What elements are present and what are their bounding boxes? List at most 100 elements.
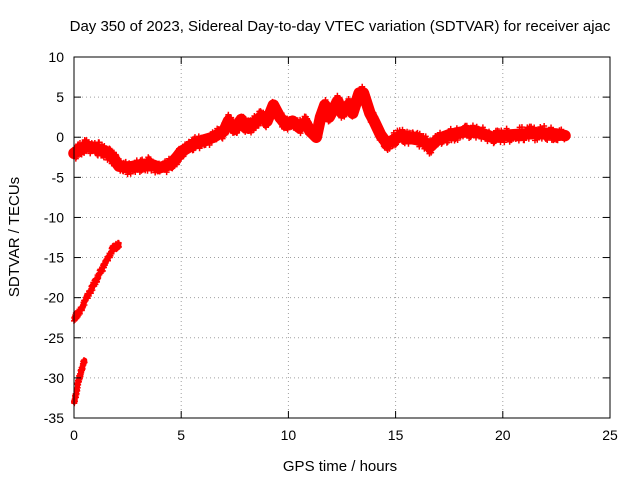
plot-frame <box>73 56 611 419</box>
data-point <box>219 135 226 142</box>
data-point <box>422 133 429 140</box>
data-point <box>484 138 491 145</box>
data-point <box>522 132 529 139</box>
data-point <box>390 129 397 136</box>
data-point <box>525 135 532 142</box>
data-point <box>341 113 348 120</box>
data-point <box>540 127 547 134</box>
series-ramp-high <box>71 239 122 324</box>
data-point <box>509 134 516 141</box>
data-point <box>122 158 129 165</box>
data-point <box>126 161 133 168</box>
data-point <box>399 126 406 133</box>
data-point <box>139 156 146 163</box>
data-point <box>460 127 467 134</box>
x-tick-label: 5 <box>177 427 185 443</box>
data-point <box>405 140 412 147</box>
data-point <box>437 129 444 136</box>
data-point <box>175 158 182 165</box>
x-tick-label: 0 <box>70 427 78 443</box>
data-point <box>561 136 568 143</box>
data-series <box>68 83 571 407</box>
data-point <box>218 134 225 141</box>
data-point <box>316 126 323 133</box>
data-point <box>548 124 555 131</box>
data-point <box>541 123 548 130</box>
data-point <box>443 135 450 142</box>
y-tick-label: -30 <box>44 370 64 386</box>
data-point <box>347 104 354 111</box>
data-point <box>534 136 541 143</box>
data-point <box>142 163 149 170</box>
data-point <box>350 112 357 119</box>
data-point <box>504 127 511 134</box>
data-point <box>208 138 215 145</box>
data-point <box>490 140 497 147</box>
data-point <box>431 142 438 149</box>
data-point <box>222 131 229 138</box>
data-point <box>518 124 525 131</box>
data-point <box>531 124 538 131</box>
data-point <box>464 124 471 131</box>
data-point <box>197 139 204 146</box>
data-point <box>469 127 476 134</box>
y-tick-label: -20 <box>44 290 64 306</box>
data-point <box>352 107 359 114</box>
data-point <box>519 129 526 136</box>
chart-title: Day 350 of 2023, Sidereal Day-to-day VTE… <box>70 18 611 35</box>
data-point <box>447 125 454 132</box>
data-point <box>185 138 192 145</box>
data-point <box>319 115 326 122</box>
data-point <box>489 132 496 139</box>
data-point <box>469 122 476 129</box>
data-point <box>322 97 329 104</box>
data-point <box>267 113 274 120</box>
data-point <box>502 134 509 141</box>
data-point <box>225 111 232 118</box>
grid-lines <box>74 57 610 418</box>
data-point <box>254 116 261 123</box>
data-point <box>521 137 528 144</box>
data-point <box>309 124 316 130</box>
data-point <box>426 137 433 144</box>
data-point <box>416 143 423 150</box>
data-point <box>336 95 343 102</box>
data-point <box>280 125 287 132</box>
y-tick-label: -10 <box>44 209 64 225</box>
data-point <box>213 136 220 143</box>
data-point <box>147 156 154 163</box>
y-tick-label: -25 <box>44 330 64 346</box>
data-point <box>228 114 235 121</box>
data-point <box>190 147 197 154</box>
x-axis-ticks: 0 5 10 15 20 25 <box>70 57 618 443</box>
y-tick-label: 0 <box>56 129 64 145</box>
x-tick-label: 10 <box>281 427 297 443</box>
data-point <box>359 83 366 90</box>
data-point <box>297 116 304 123</box>
data-point <box>397 130 404 137</box>
data-point <box>454 136 461 143</box>
data-point <box>498 127 505 134</box>
data-point <box>143 163 150 170</box>
data-point <box>467 134 474 141</box>
data-point <box>453 125 460 132</box>
data-point <box>126 160 133 167</box>
data-point <box>193 136 200 143</box>
data-point <box>428 149 435 156</box>
data-point <box>183 148 190 155</box>
data-point <box>360 86 367 93</box>
data-point <box>379 130 386 137</box>
x-axis-label: GPS time / hours <box>283 458 397 475</box>
data-point <box>535 132 542 139</box>
data-point <box>265 117 272 124</box>
data-point <box>383 134 390 141</box>
data-point <box>473 134 479 141</box>
y-tick-label: 10 <box>48 49 64 65</box>
data-point <box>443 139 450 146</box>
data-point <box>512 135 519 142</box>
data-point <box>450 132 457 139</box>
data-point <box>459 133 466 140</box>
data-point <box>479 124 486 131</box>
data-point <box>491 139 498 146</box>
